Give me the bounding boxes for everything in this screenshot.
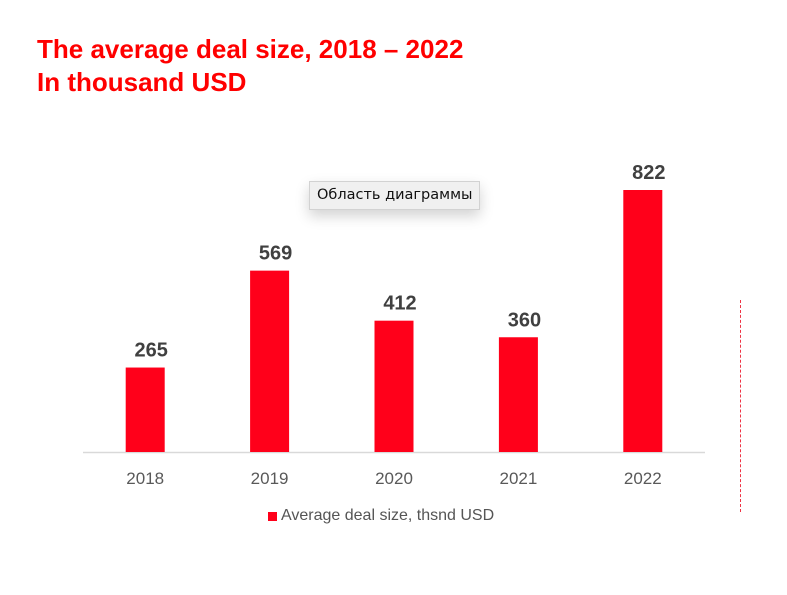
legend[interactable]: Average deal size, thsnd USD bbox=[268, 507, 494, 525]
data-label-2021: 360 bbox=[508, 309, 541, 331]
bar-2020[interactable] bbox=[374, 320, 414, 452]
data-label-2022: 822 bbox=[632, 162, 665, 184]
selection-guide-line bbox=[740, 300, 741, 512]
chart-title: The average deal size, 2018 – 2022 In th… bbox=[37, 33, 463, 99]
data-label-2020: 412 bbox=[383, 293, 416, 315]
chart-title-line2: In thousand USD bbox=[37, 67, 247, 97]
x-tick-label-2022: 2022 bbox=[624, 469, 662, 488]
x-tick-label-2018: 2018 bbox=[126, 469, 164, 488]
legend-label: Average deal size, thsnd USD bbox=[281, 507, 495, 524]
bar-2018[interactable] bbox=[125, 367, 165, 452]
data-label-2018: 265 bbox=[135, 340, 168, 362]
bar-2021[interactable] bbox=[498, 337, 538, 452]
bar-2022[interactable] bbox=[623, 190, 663, 452]
chart-area-tooltip: Область диаграммы bbox=[309, 181, 481, 210]
legend-swatch bbox=[268, 511, 277, 521]
chart-title-line1: The average deal size, 2018 – 2022 bbox=[37, 34, 464, 64]
x-tick-label-2020: 2020 bbox=[375, 469, 413, 488]
bar-2019[interactable] bbox=[250, 270, 290, 452]
x-tick-label-2021: 2021 bbox=[499, 469, 537, 488]
data-label-2019: 569 bbox=[259, 243, 292, 265]
x-tick-label-2019: 2019 bbox=[251, 469, 289, 488]
